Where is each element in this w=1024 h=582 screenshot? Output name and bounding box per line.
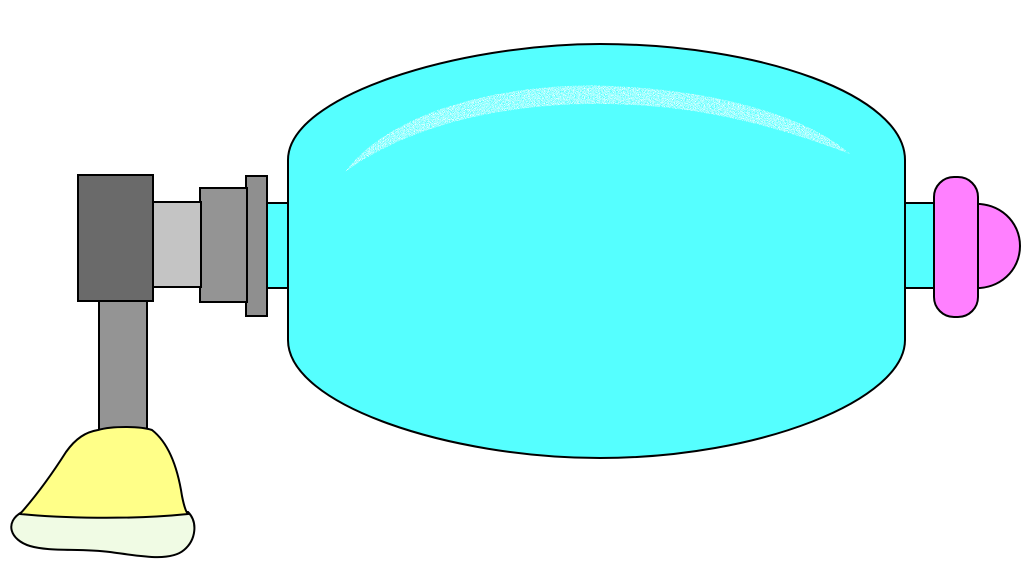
reservoir-valve-dome (971, 202, 1022, 290)
patient-valve-collar (245, 175, 268, 317)
valve-tube (151, 201, 202, 288)
patient-valve-body (199, 187, 248, 303)
reservoir-valve-body (933, 176, 979, 318)
self-inflating-bag (287, 42, 906, 460)
face-mask-cushion (17, 426, 191, 519)
mask-stem (98, 299, 148, 436)
elbow-connector (77, 174, 154, 302)
